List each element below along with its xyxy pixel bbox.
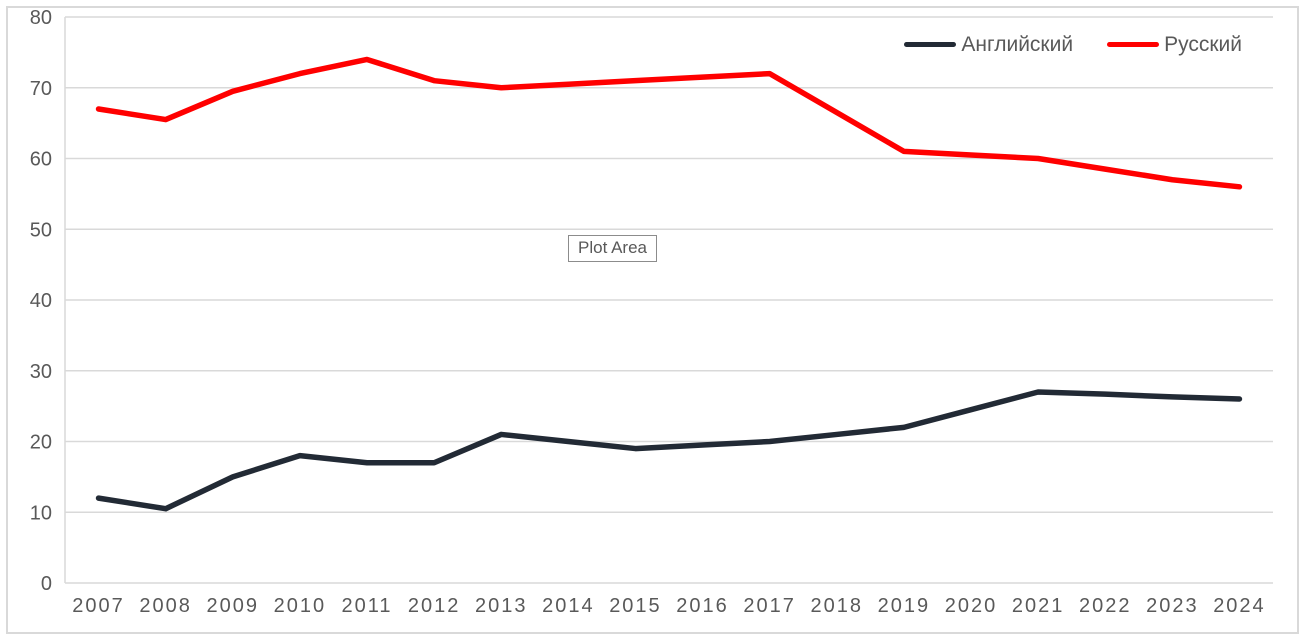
x-axis-tick-label: 2010 <box>274 595 327 617</box>
legend-item-russian[interactable]: Русский <box>1107 34 1242 55</box>
y-axis-tick-label: 70 <box>30 78 52 100</box>
x-axis-tick-label: 2014 <box>542 595 595 617</box>
x-axis-tick-label: 2023 <box>1146 595 1199 617</box>
x-axis-tick-label: 2021 <box>1012 595 1065 617</box>
x-axis-tick-label: 2024 <box>1213 595 1266 617</box>
x-axis-tick-label: 2013 <box>475 595 528 617</box>
legend-item-english[interactable]: Английский <box>904 34 1073 55</box>
y-axis-tick-label: 50 <box>30 219 52 241</box>
legend-swatch-english-icon <box>904 42 957 47</box>
y-axis-tick-label: 60 <box>30 149 52 171</box>
legend-swatch-russian-icon <box>1107 42 1160 47</box>
x-axis-tick-label: 2017 <box>743 595 796 617</box>
y-axis-tick-label: 80 <box>30 7 52 29</box>
x-axis-tick-label: 2009 <box>207 595 260 617</box>
y-axis-tick-label: 0 <box>41 573 52 595</box>
x-axis-tick-label: 2007 <box>72 595 125 617</box>
x-axis-tick-label: 2020 <box>945 595 998 617</box>
x-axis-tick-label: 2012 <box>408 595 461 617</box>
y-axis-tick-label: 10 <box>30 502 52 524</box>
legend-label-russian: Русский <box>1164 33 1242 56</box>
x-axis-tick-label: 2019 <box>878 595 931 617</box>
x-axis-tick-label: 2008 <box>139 595 192 617</box>
y-axis-tick-label: 40 <box>30 290 52 312</box>
series-line-0[interactable] <box>95 389 1243 512</box>
legend-label-english: Английский <box>961 33 1074 56</box>
y-axis-tick-label: 30 <box>30 361 52 383</box>
series-line-1[interactable] <box>95 56 1243 190</box>
x-axis-tick-label: 2016 <box>676 595 729 617</box>
legend[interactable]: Английский Русский <box>904 34 1242 55</box>
chart-border <box>6 6 1299 634</box>
x-axis-tick-label: 2018 <box>811 595 864 617</box>
plot-area-tooltip: Plot Area <box>568 235 657 262</box>
x-axis-tick-label: 2011 <box>341 595 392 617</box>
x-axis-tick-label: 2022 <box>1079 595 1132 617</box>
y-axis-tick-label: 20 <box>30 432 52 454</box>
x-axis-tick-label: 2015 <box>609 595 662 617</box>
